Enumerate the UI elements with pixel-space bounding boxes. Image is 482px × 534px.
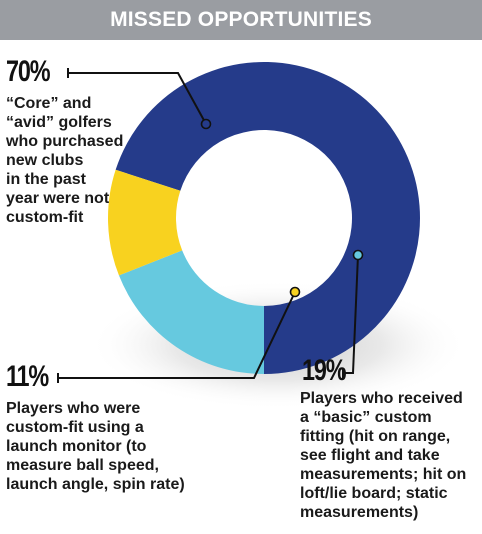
basic-description-line: measurements) xyxy=(300,504,419,521)
donut-slice-2 xyxy=(108,169,183,276)
launch-description-line: Players who were xyxy=(6,400,141,417)
donut-chart xyxy=(57,61,468,410)
basic-description-line: measurements; hit on xyxy=(300,466,467,483)
basic-description-line: Players who received xyxy=(300,390,463,407)
core-description-line: new clubs xyxy=(6,152,84,169)
donut-slice-1 xyxy=(118,250,264,374)
leader-line-launch xyxy=(58,291,296,379)
core-percent-label: 70% xyxy=(6,55,50,88)
launch-description-line: launch monitor (to xyxy=(6,438,147,455)
leader-line-basic xyxy=(343,254,359,374)
leader-dot-core xyxy=(200,118,212,130)
launch-percent-label: 11% xyxy=(6,360,49,393)
leader-line-core xyxy=(68,72,207,125)
core-description: “Core” and “avid” golfers who purchased … xyxy=(6,94,156,227)
leader-dot-launch xyxy=(289,286,301,298)
basic-description: Players who received a “basic” custom fi… xyxy=(300,389,482,522)
launch-description: Players who were custom-fit using a laun… xyxy=(6,399,221,494)
chart-title-banner: MISSED OPPORTUNITIES xyxy=(0,0,482,40)
core-description-line: “Core” and xyxy=(6,95,92,112)
core-description-line: year were not xyxy=(6,190,110,207)
launch-description-line: custom-fit using a xyxy=(6,419,144,436)
launch-description-line: measure ball speed, xyxy=(6,457,159,474)
launch-description-line: launch angle, spin rate) xyxy=(6,476,185,493)
core-description-line: custom-fit xyxy=(6,209,84,226)
basic-percent-label: 19% xyxy=(302,354,346,387)
basic-description-line: a “basic” custom xyxy=(300,409,432,426)
basic-description-line: see flight and take xyxy=(300,447,440,464)
core-description-line: in the past xyxy=(6,171,87,188)
core-description-line: “avid” golfers xyxy=(6,114,112,131)
basic-description-line: loft/lie board; static xyxy=(300,485,448,502)
basic-description-line: fitting (hit on range, xyxy=(300,428,451,445)
donut-slice-0 xyxy=(115,61,420,374)
core-description-line: who purchased xyxy=(6,133,124,150)
chart-title: MISSED OPPORTUNITIES xyxy=(110,8,372,31)
leader-dot-basic xyxy=(352,249,364,261)
